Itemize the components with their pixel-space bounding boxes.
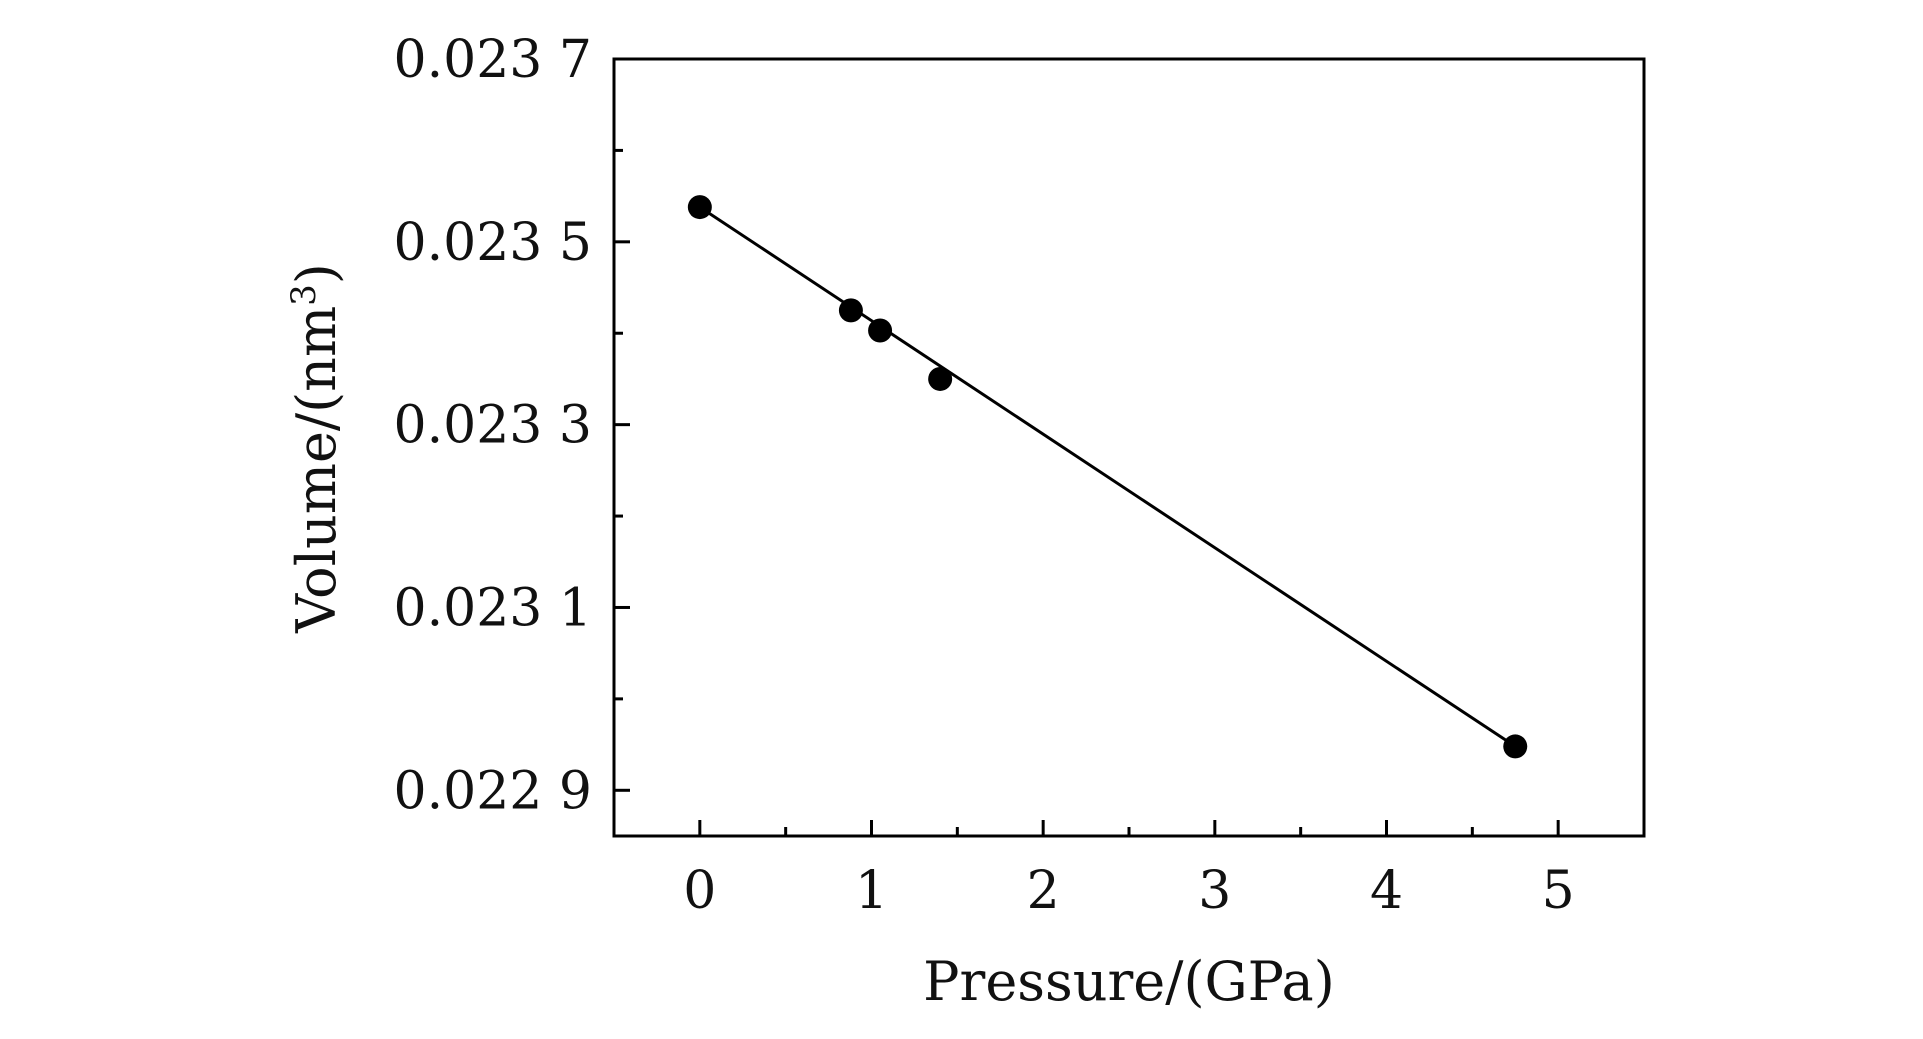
y-tick-label: 0.022 9 <box>394 761 592 821</box>
y-axis-title: Volume/(nm3) <box>284 263 348 634</box>
y-axis: 0.022 9 0.023 1 0.023 3 0.023 5 0.023 7 <box>394 30 630 821</box>
y-tick-label: 0.023 1 <box>394 578 592 638</box>
x-tick-label: 3 <box>1198 861 1231 921</box>
y-axis-title-close: ) <box>285 263 348 284</box>
x-tick-label: 2 <box>1027 861 1060 921</box>
x-tick-label: 4 <box>1370 861 1403 921</box>
x-tick-label: 5 <box>1542 861 1575 921</box>
plot-frame <box>612 57 1646 838</box>
y-axis-title-main: Volume/(nm <box>285 306 348 634</box>
x-axis-title: Pressure/(GPa) <box>923 950 1335 1013</box>
x-tick-label: 0 <box>683 861 716 921</box>
data-point <box>928 366 953 391</box>
fit-line <box>699 205 1517 748</box>
data-points <box>687 195 1528 759</box>
y-tick-label: 0.023 7 <box>394 30 592 90</box>
y-tick-label: 0.023 3 <box>394 396 592 456</box>
data-point <box>838 298 863 323</box>
y-axis-title-sup: 3 <box>284 284 324 306</box>
x-tick-label: 1 <box>855 861 888 921</box>
fit-line-group <box>699 205 1517 748</box>
data-point <box>1503 734 1528 759</box>
data-point <box>687 195 712 220</box>
x-axis: 0 1 2 3 4 5 <box>683 820 1575 921</box>
data-point <box>868 318 893 343</box>
y-tick-label: 0.023 5 <box>394 213 592 273</box>
